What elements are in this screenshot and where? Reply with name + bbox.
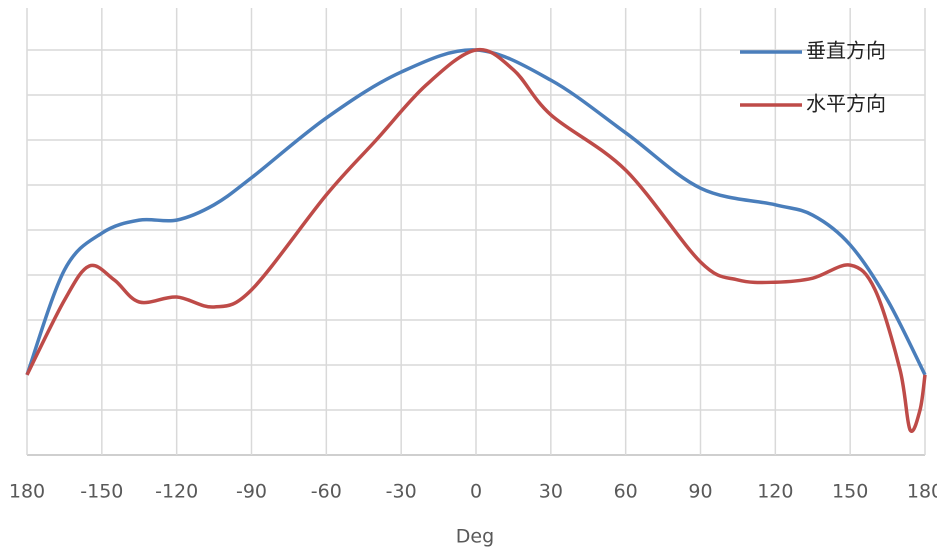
legend-label: 水平方向 [806,92,886,116]
series-line [25,48,927,376]
x-axis-title: Deg [456,526,494,548]
legend-label: 垂直方向 [806,39,886,63]
x-tick-label: 30 [539,481,563,503]
x-tick-label: 60 [614,481,638,503]
x-tick-label: 180 [9,481,45,503]
x-tick-label: 150 [832,481,868,503]
x-tick-label: -30 [386,481,417,503]
x-tick-label: -60 [311,481,342,503]
x-tick-label: -150 [80,481,123,503]
x-tick-label: 120 [757,481,793,503]
x-tick-label: -120 [155,481,198,503]
x-tick-label: 180 [907,481,937,503]
x-tick-label: -90 [236,481,267,503]
series-line [25,47,927,433]
x-tick-label: 90 [688,481,712,503]
x-tick-label: 0 [470,481,482,503]
